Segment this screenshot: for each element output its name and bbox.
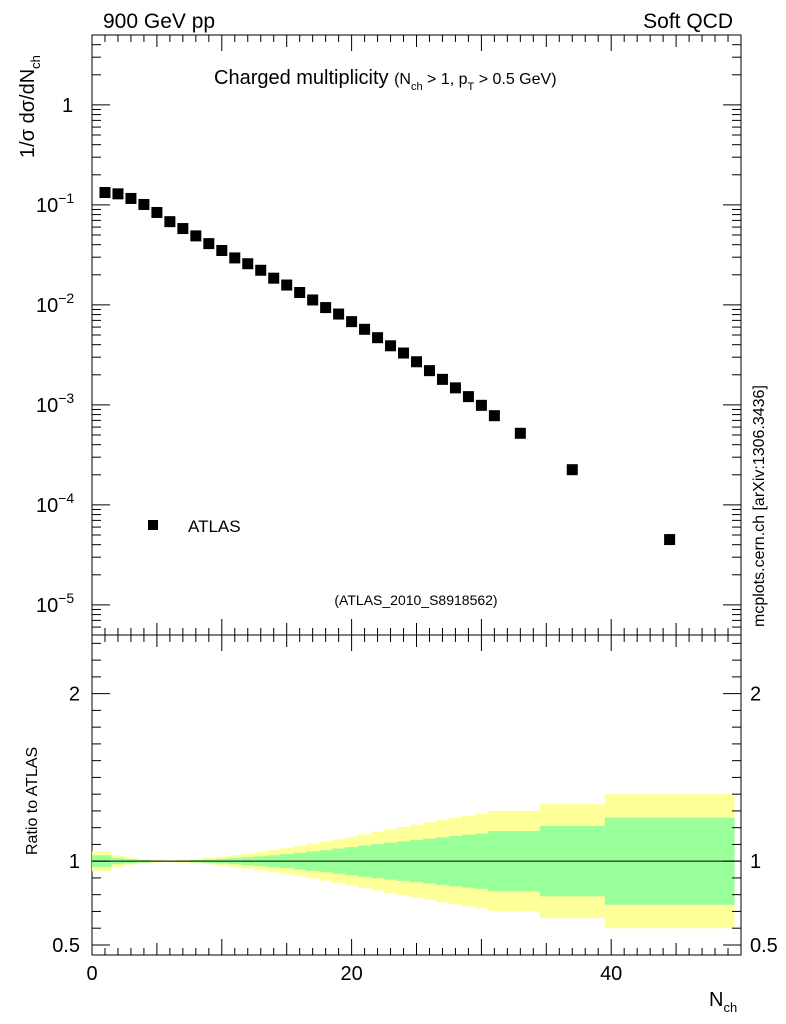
data-point: [514, 427, 526, 439]
ratio-y-tick-label-right: 0.5: [750, 935, 778, 957]
data-point: [320, 302, 332, 314]
y-tick-label: 10−5: [36, 590, 74, 617]
y-tick-label: 10−1: [36, 190, 74, 217]
y-tick-exponent: −1: [58, 190, 74, 206]
data-point: [294, 287, 306, 299]
y-tick-base: 10: [36, 195, 58, 217]
data-point: [99, 187, 111, 199]
main-y-axis-label: 1/σ dσ/dNch: [17, 55, 43, 158]
ylabel-b: ch: [28, 55, 43, 69]
legend-marker: [148, 520, 158, 530]
title-sub-a: (N: [394, 71, 411, 88]
y-tick-base: 10: [36, 295, 58, 317]
title-sub-e: > 0.5 GeV): [474, 71, 556, 88]
ratio-y-tick-label-right: 1: [750, 851, 761, 873]
data-point: [138, 198, 150, 210]
ylabel-a: 1/σ dσ/dN: [17, 69, 39, 158]
ratio-y-tick-label: 2: [69, 684, 80, 706]
data-point: [359, 323, 371, 335]
y-tick-exponent: −2: [58, 290, 74, 306]
data-point: [281, 279, 293, 291]
data-point: [475, 399, 487, 411]
y-tick-label: 10−2: [36, 290, 74, 317]
data-point: [177, 223, 189, 235]
data-point: [164, 216, 176, 228]
ratio-y-tick-label: 1: [69, 851, 80, 873]
data-point: [423, 365, 435, 377]
watermark-text: mcplots.cern.ch [arXiv:1306.3436]: [751, 385, 768, 627]
data-point: [372, 332, 384, 344]
y-tick-exponent: −3: [58, 390, 74, 406]
x-tick-label: 40: [600, 963, 622, 985]
xlabel-b: ch: [723, 1000, 737, 1015]
header-right-label: Soft QCD: [643, 10, 733, 33]
y-tick-exponent: −4: [58, 490, 74, 506]
x-axis-label: Nch: [709, 989, 737, 1015]
ratio-y-tick-label: 0.5: [52, 935, 80, 957]
data-point: [436, 373, 448, 385]
x-tick-label: 20: [340, 963, 362, 985]
y-tick-label: 10−4: [36, 490, 74, 517]
y-tick-base: 10: [36, 495, 58, 517]
data-point: [488, 410, 500, 422]
data-point: [216, 244, 228, 256]
data-point: [229, 252, 241, 264]
ratio-y-tick-label-right: 2: [750, 684, 761, 706]
main-panel-frame: [91, 34, 742, 636]
data-point: [307, 294, 319, 306]
data-point: [333, 308, 345, 320]
title-text: Charged multiplicity: [214, 67, 389, 89]
title-sub-d: T: [468, 81, 475, 93]
xlabel-a: N: [709, 989, 723, 1011]
title-subtitle: (Nch > 1, pT > 0.5 GeV): [394, 71, 556, 93]
data-point: [462, 391, 474, 403]
legend-label: ATLAS: [188, 517, 241, 536]
data-point: [255, 264, 267, 276]
data-point: [151, 206, 163, 218]
header-left-label: 900 GeV pp: [103, 10, 215, 33]
data-point: [112, 188, 124, 200]
data-point: [664, 534, 676, 546]
main-chart-title: Charged multiplicity (Nch > 1, pT > 0.5 …: [214, 67, 557, 93]
data-point: [203, 238, 215, 250]
y-tick-base: 10: [36, 595, 58, 617]
data-point: [346, 316, 358, 328]
y-tick-label: 10−3: [36, 390, 74, 417]
y-tick-base: 1: [62, 95, 73, 117]
data-point: [411, 356, 422, 368]
x-tick-label: 0: [86, 963, 97, 985]
data-point: [449, 382, 461, 394]
data-point: [242, 258, 254, 270]
data-points: [99, 187, 676, 546]
title-sub-b: ch: [411, 81, 423, 93]
y-tick-label: 1: [62, 95, 73, 117]
data-point: [125, 192, 137, 204]
title-sub-c: > 1, p: [423, 71, 468, 88]
y-tick-base: 10: [36, 395, 58, 417]
data-point: [190, 230, 202, 242]
reference-label: (ATLAS_2010_S8918562): [334, 592, 497, 608]
data-point: [268, 272, 280, 284]
y-tick-exponent: −5: [58, 590, 74, 606]
ratio-y-axis-label: Ratio to ATLAS: [24, 747, 41, 855]
data-point: [385, 340, 397, 352]
data-point: [398, 347, 410, 359]
data-point: [566, 464, 578, 476]
